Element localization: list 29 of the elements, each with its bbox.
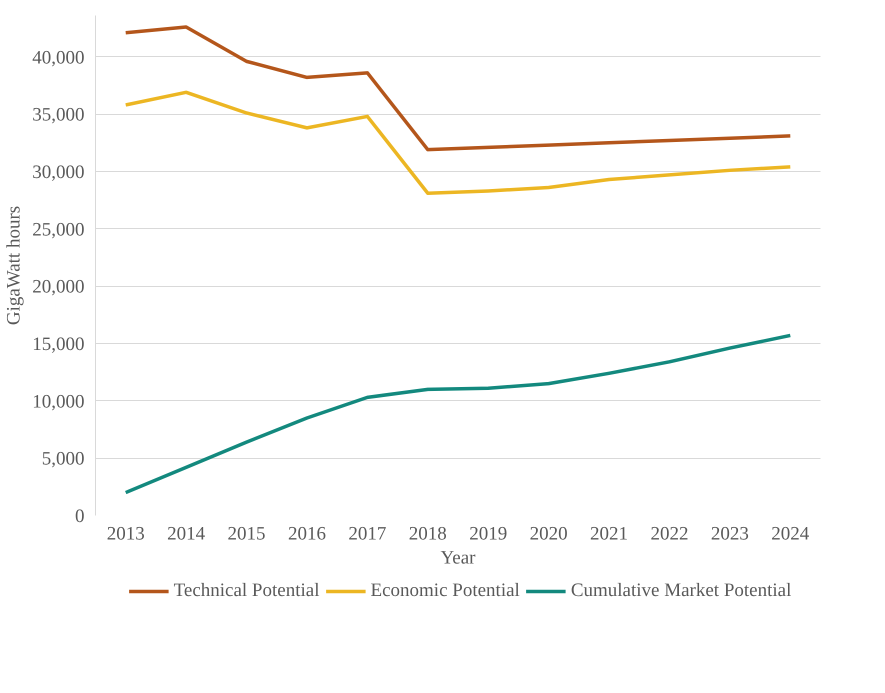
y-axis-title: GigaWatt hours (3, 206, 24, 326)
line-series (124, 90, 792, 195)
y-tick-label: 15,000 (32, 334, 84, 355)
x-tick-label: 2013 (106, 524, 145, 544)
y-tick-label: 5,000 (42, 448, 84, 470)
legend-label: Technical Potential (174, 580, 320, 602)
x-tick-label: 2017 (348, 524, 386, 544)
legend-label: Cumulative Market Potential (570, 580, 792, 602)
x-tick-label: 2016 (288, 524, 326, 544)
x-tick-label: 2014 (167, 524, 206, 544)
y-tick-label: 10,000 (32, 391, 84, 412)
y-tick-label: 20,000 (32, 276, 84, 298)
y-tick-label: 25,000 (32, 219, 84, 240)
x-axis-title: Year (440, 548, 476, 568)
x-tick-label: 2018 (408, 524, 447, 544)
y-tick-label: 0 (75, 506, 84, 527)
line-series (124, 25, 792, 152)
y-tick-label: 40,000 (32, 47, 84, 68)
y-tick-label: 35,000 (32, 104, 84, 126)
x-tick-label: 2019 (469, 524, 508, 544)
line-series (124, 334, 792, 494)
legend-label: Economic Potential (370, 580, 520, 602)
x-tick-label: 2020 (530, 524, 568, 544)
x-tick-label: 2022 (650, 524, 688, 544)
x-tick-label: 2023 (710, 524, 749, 544)
y-tick-label: 30,000 (32, 162, 84, 183)
x-tick-label: 2024 (771, 524, 810, 544)
x-tick-label: 2021 (590, 524, 628, 544)
x-tick-label: 2015 (228, 524, 266, 544)
